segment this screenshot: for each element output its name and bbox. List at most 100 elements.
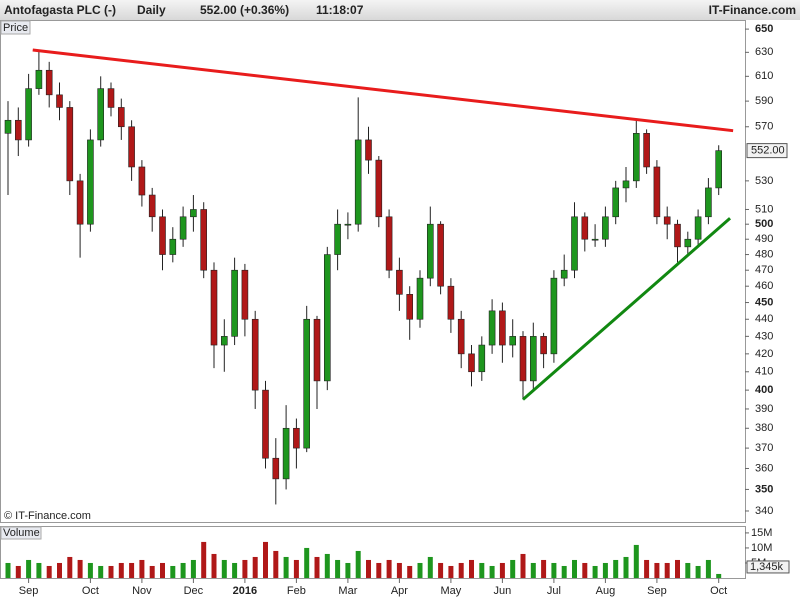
volume-bar <box>211 553 217 578</box>
volume-bar <box>489 565 495 578</box>
candle-body <box>416 277 424 320</box>
volume-bar <box>623 556 629 578</box>
volume-bar <box>355 550 361 578</box>
candle-body <box>15 119 22 141</box>
last-price-label: 552.00 <box>751 145 785 157</box>
x-tick-label: 2016 <box>233 585 257 597</box>
candle-body <box>159 216 166 255</box>
volume-bar <box>324 553 330 578</box>
volume-bar <box>633 544 639 578</box>
candle-body <box>715 150 723 189</box>
volume-bar <box>98 565 104 578</box>
volume-tag <box>0 526 42 540</box>
candle-body <box>45 69 53 96</box>
candle-body <box>632 133 640 182</box>
volume-bar <box>57 562 62 578</box>
candle-body <box>705 187 712 218</box>
candle-body <box>426 223 434 279</box>
volume-bar <box>520 553 526 578</box>
quote: 552.00 (+0.36%) <box>200 3 289 17</box>
volume-bar <box>582 562 588 578</box>
candle-body <box>354 139 362 225</box>
volume-bar <box>572 559 577 578</box>
x-tick-label: Aug <box>596 585 616 597</box>
volume-bar <box>293 559 299 578</box>
volume-bar <box>46 565 52 578</box>
volume-bar <box>695 565 701 578</box>
x-tick-label: Mar <box>338 585 357 597</box>
candle-body <box>499 310 506 346</box>
candle-body <box>622 180 630 189</box>
header-bar <box>0 0 800 20</box>
y-tick-label: 630 <box>755 46 773 58</box>
volume-bar <box>170 565 176 578</box>
candle-body <box>540 336 547 355</box>
candle-body <box>334 223 341 255</box>
candle-body <box>365 139 372 161</box>
x-tick-label: Oct <box>82 585 99 597</box>
volume-bar <box>427 556 433 578</box>
period: Daily <box>137 3 166 17</box>
x-tick-label: Feb <box>287 585 306 597</box>
candle-body <box>241 269 249 320</box>
y-tick-label: 380 <box>755 422 773 434</box>
y-tick-label: 460 <box>755 280 773 292</box>
candle-body <box>262 389 269 459</box>
volume-bar <box>314 556 320 578</box>
volume-bar <box>118 562 124 578</box>
volume-bar <box>479 562 485 578</box>
y-tick-label: 360 <box>755 462 773 474</box>
y-tick-label: 510 <box>755 203 773 215</box>
candle-body <box>612 187 620 218</box>
candle-body <box>282 427 290 480</box>
x-tick-label: Nov <box>132 585 152 597</box>
volume-bar <box>160 562 165 578</box>
y-tick-label: 420 <box>755 348 773 360</box>
candle-body <box>303 318 311 449</box>
candle-body <box>385 216 393 271</box>
volume-bar <box>5 562 11 578</box>
candle-body <box>148 194 156 218</box>
candle-body <box>457 318 465 355</box>
candle-body <box>221 336 228 346</box>
volume-bar <box>232 562 238 578</box>
volume-bar <box>499 562 505 578</box>
volume-bar <box>36 562 42 578</box>
trendline <box>522 217 732 401</box>
volume-bar <box>685 562 691 578</box>
volume-bar <box>654 562 660 578</box>
volume-bar <box>664 562 670 578</box>
candle-body <box>344 223 352 226</box>
volume-bar <box>592 565 598 578</box>
volume-bar <box>396 562 402 578</box>
volume-bar <box>448 565 454 578</box>
y-tick-label: 480 <box>755 248 773 260</box>
volume-bar <box>139 559 145 578</box>
volume-bar <box>602 562 608 578</box>
candle-body <box>190 209 197 218</box>
y-tick-label: 410 <box>755 366 773 378</box>
candle-body <box>663 216 671 225</box>
candle-body <box>529 336 537 382</box>
y-tick-label: 570 <box>755 121 773 133</box>
volume-bar <box>366 559 371 578</box>
candle-body <box>35 69 43 89</box>
y-tick-label: 610 <box>755 70 773 82</box>
volume-bar <box>149 565 155 578</box>
candle-body <box>138 166 146 196</box>
candle-body <box>406 294 414 320</box>
candle-body <box>375 159 383 218</box>
y-tick-label: 370 <box>755 442 773 454</box>
candle-body <box>87 139 94 225</box>
copyright: © IT-Finance.com <box>4 510 91 522</box>
instrument-name: Antofagasta PLC (-) <box>4 3 116 17</box>
volume-bar <box>263 541 268 578</box>
y-tick-label: 490 <box>755 233 773 245</box>
volume-bar <box>407 565 413 578</box>
volume-bar <box>201 541 207 578</box>
volume-bar <box>438 562 444 578</box>
x-tick-label: Dec <box>184 585 204 597</box>
y-tick-label: 430 <box>755 330 773 342</box>
volume-tick-label: 10M <box>751 542 772 554</box>
volume-bar <box>345 562 351 578</box>
